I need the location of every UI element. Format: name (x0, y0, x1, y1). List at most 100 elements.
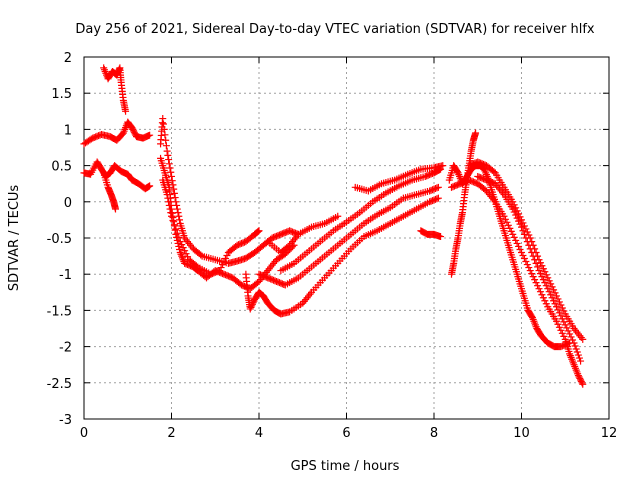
data-point (519, 227, 527, 235)
data-point (541, 268, 549, 276)
data-point (531, 256, 539, 264)
series-track-p (448, 176, 587, 388)
data-point (532, 279, 540, 287)
data-point (574, 351, 582, 359)
y-tick-label: 1 (64, 123, 72, 138)
data-point (571, 342, 579, 350)
data-point (542, 271, 550, 279)
data-point (522, 234, 530, 242)
series-track-d (100, 64, 130, 115)
data-point (179, 244, 187, 252)
data-point (168, 177, 176, 185)
data-point (536, 270, 544, 278)
data-point (564, 327, 572, 335)
data-point (159, 120, 167, 128)
data-point (197, 251, 205, 259)
data-points (80, 64, 587, 388)
data-point (551, 300, 559, 308)
data-point (573, 348, 581, 356)
data-point (542, 300, 550, 308)
data-point (214, 267, 222, 275)
data-point (167, 209, 175, 217)
data-point (531, 276, 539, 284)
data-point (503, 218, 511, 226)
data-point (544, 285, 552, 293)
data-point (525, 264, 533, 272)
data-point (509, 205, 517, 213)
data-point (513, 214, 521, 222)
series-track-r (474, 172, 585, 365)
data-point (254, 227, 262, 235)
data-point (532, 259, 540, 267)
y-tick-label: -1.5 (47, 304, 72, 319)
data-point (223, 251, 231, 259)
y-tick-label: -3 (59, 413, 72, 428)
series-track-f (157, 115, 302, 267)
data-point (164, 151, 172, 159)
data-point (160, 125, 168, 133)
y-tick-label: -2.5 (47, 377, 72, 392)
data-point (164, 194, 172, 202)
data-point (248, 300, 256, 308)
data-point (221, 255, 229, 263)
data-point (516, 245, 524, 253)
x-tick-label: 6 (342, 426, 350, 441)
data-point (248, 302, 256, 310)
data-point (433, 184, 441, 192)
data-point (523, 261, 531, 269)
data-point (255, 227, 263, 235)
data-point (169, 181, 177, 189)
data-point (513, 239, 521, 247)
data-point (534, 263, 542, 271)
data-point (512, 236, 520, 244)
x-tick-label: 0 (80, 426, 88, 441)
data-point (563, 324, 571, 332)
data-point (175, 212, 183, 220)
data-point (553, 292, 560, 300)
data-point (170, 218, 178, 226)
data-point (439, 162, 447, 170)
data-point (453, 168, 461, 176)
data-point (529, 252, 537, 260)
data-point (176, 245, 184, 253)
data-point (146, 131, 154, 139)
data-point (162, 142, 170, 150)
series-track-b (80, 158, 154, 193)
data-point (566, 330, 574, 338)
data-point (163, 191, 171, 199)
data-point (510, 233, 518, 241)
data-point (539, 265, 547, 273)
data-point (173, 229, 181, 237)
data-point (170, 185, 178, 193)
series-track-n (448, 129, 480, 278)
data-point (557, 301, 565, 309)
series-track-h (242, 194, 442, 318)
data-point (548, 294, 556, 302)
y-axis: -3 -2.5 -2 -1.5 -1 -0.5 0 0.5 1 1.5 2 (47, 51, 609, 428)
data-point (554, 295, 562, 303)
series-track-a (80, 118, 154, 148)
data-point (520, 230, 528, 238)
data-point (184, 253, 192, 261)
data-point (507, 227, 515, 235)
data-point (538, 291, 546, 299)
data-point (515, 242, 523, 250)
data-point (146, 182, 154, 190)
data-point (541, 279, 549, 287)
series-track-l (351, 162, 447, 195)
data-point (174, 209, 182, 217)
data-point (560, 332, 568, 340)
data-point (170, 189, 178, 197)
data-point (525, 241, 533, 249)
y-tick-label: -1 (59, 268, 72, 283)
x-tick-label: 10 (513, 426, 530, 441)
data-point (163, 147, 171, 155)
series-track-k (264, 212, 342, 256)
data-point (490, 168, 498, 176)
x-axis: 0 2 4 6 8 10 12 (80, 57, 617, 441)
series-track-m (417, 227, 445, 241)
data-point (220, 258, 228, 266)
data-point (539, 276, 547, 284)
data-point (168, 212, 175, 220)
